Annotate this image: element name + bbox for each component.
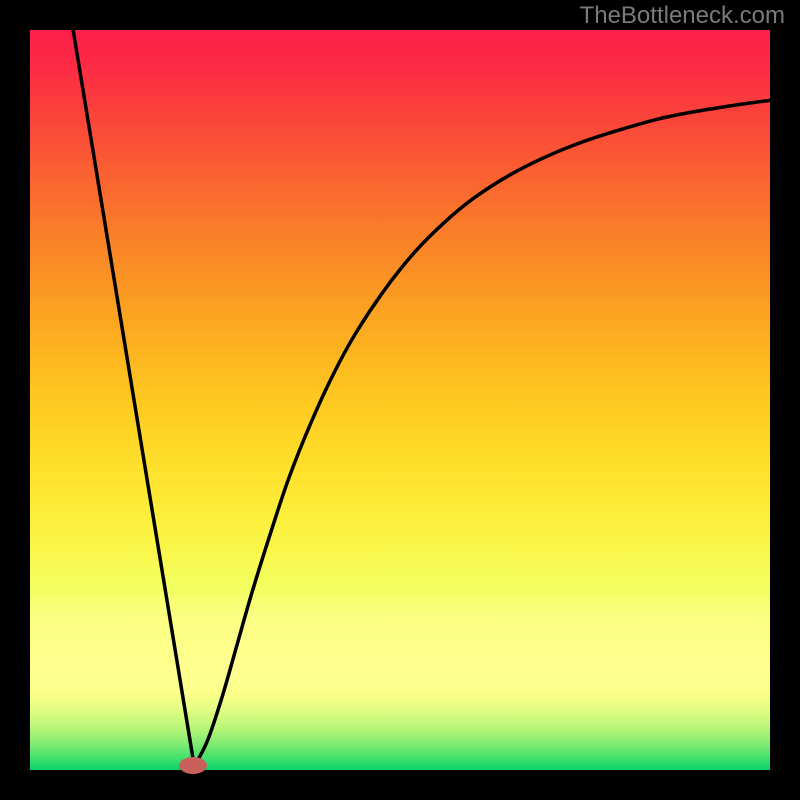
bottleneck-chart: TheBottleneck.com — [0, 0, 800, 800]
optimum-marker — [179, 757, 207, 774]
gradient-background — [30, 30, 770, 770]
watermark-text: TheBottleneck.com — [580, 2, 785, 30]
plot-area — [30, 30, 770, 770]
